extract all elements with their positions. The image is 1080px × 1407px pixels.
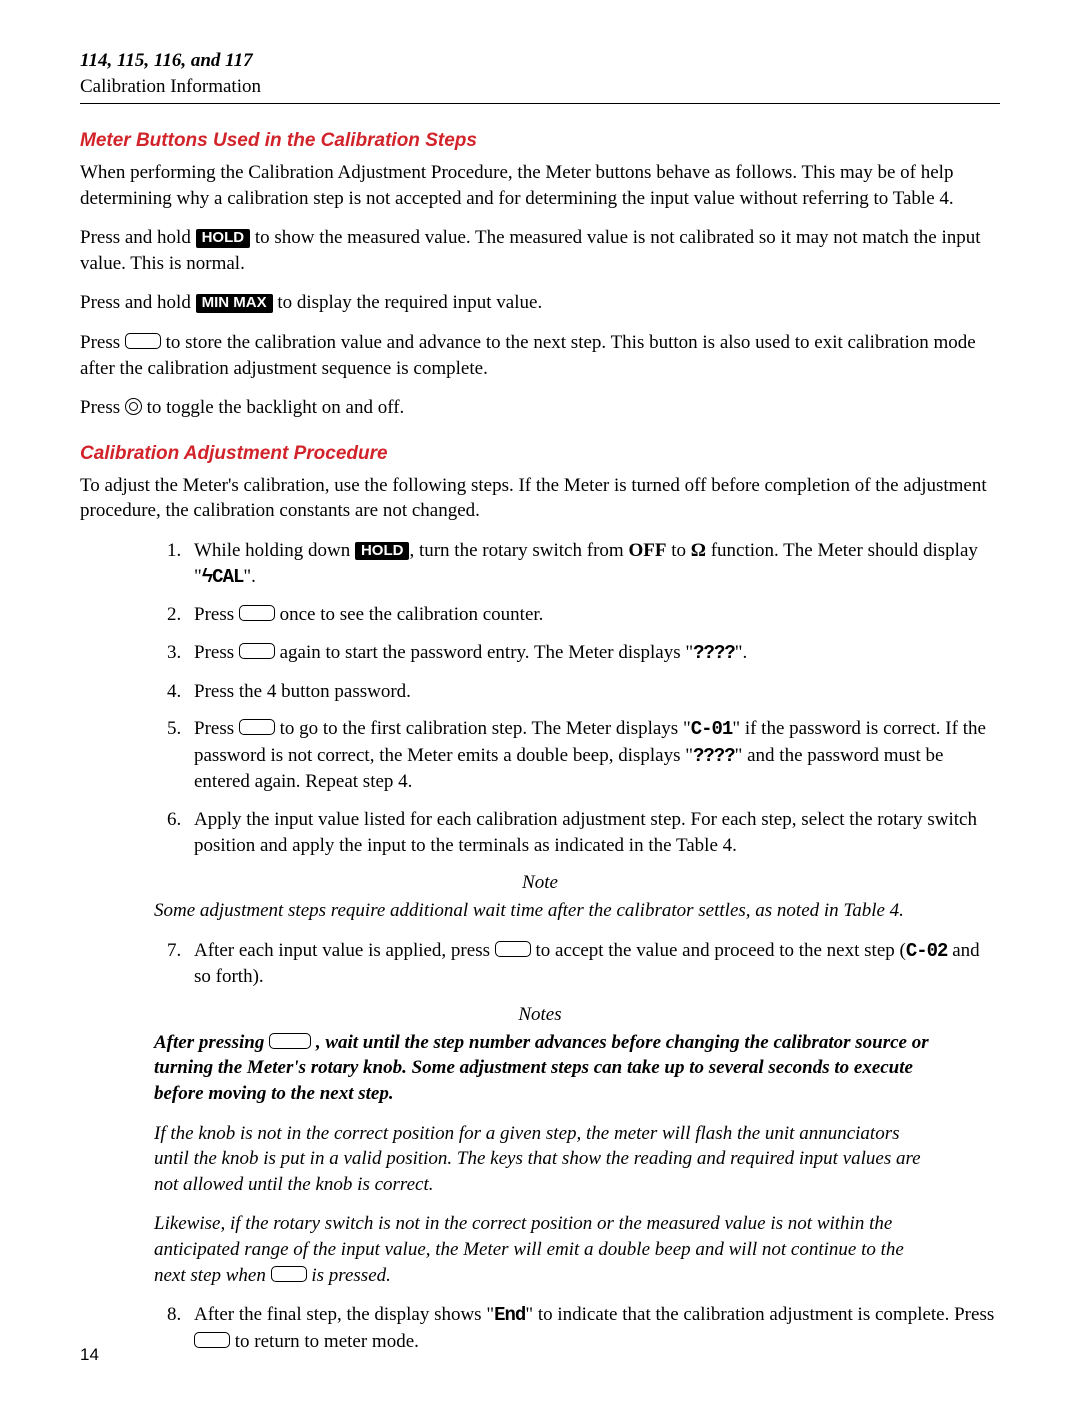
page: 114, 115, 116, and 117 Calibration Infor… [0,0,1080,1407]
step-6: Apply the input value listed for each ca… [186,807,1000,858]
softkey-icon [194,1332,230,1348]
text: Press and hold [80,227,196,248]
text: While holding down [194,540,355,561]
display-cal: ϟCAL [202,566,244,588]
calibration-steps-cont: After each input value is applied, press… [80,938,1000,990]
backlight-icon [125,398,142,415]
section2-heading: Calibration Adjustment Procedure [80,441,1000,467]
calibration-steps: While holding down HOLD, turn the rotary… [80,538,1000,858]
section1-heading: Meter Buttons Used in the Calibration St… [80,128,1000,154]
softkey-icon [125,333,161,349]
page-number: 14 [80,1344,99,1367]
text: again to start the password entry. The M… [280,642,694,663]
text: After each input value is applied, press [194,940,495,961]
step-1: While holding down HOLD, turn the rotary… [186,538,1000,590]
text: ". [243,566,256,587]
text: Press [80,332,125,353]
hold-button-label: HOLD [355,542,410,561]
text: to [666,540,690,561]
text: to store the calibration value and advan… [80,332,976,379]
note-3: If the knob is not in the correct positi… [154,1121,936,1198]
section1-p4: Press to store the calibration value and… [80,330,1000,381]
section1-p2: Press and hold HOLD to show the measured… [80,225,1000,276]
softkey-icon [269,1033,311,1049]
header-models: 114, 115, 116, and 117 [80,48,1000,74]
text: to go to the first calibration step. The… [280,718,691,739]
hold-button-label: HOLD [196,229,251,248]
text: Press [80,397,125,418]
display-end: End [494,1304,525,1326]
step-8: After the final step, the display shows … [186,1302,1000,1354]
softkey-icon [239,719,275,735]
note-1: Some adjustment steps require additional… [154,898,936,924]
text: " to indicate that the calibration adjus… [525,1304,994,1325]
section1-p1: When performing the Calibration Adjustme… [80,160,1000,211]
text: to display the required input value. [277,292,542,313]
text: is pressed. [311,1265,391,1286]
ohm-label: Ω [691,540,706,561]
step-4: Press the 4 button password. [186,679,1000,705]
softkey-icon [495,941,531,957]
note-4: Likewise, if the rotary switch is not in… [154,1211,936,1288]
section1-p5: Press to toggle the backlight on and off… [80,395,1000,421]
step-2: Press once to see the calibration counte… [186,602,1000,628]
display-c01: C-01 [691,718,733,740]
note-2: After pressing , wait until the step num… [154,1030,936,1107]
text: , turn the rotary switch from [409,540,628,561]
text: Likewise, if the rotary switch is not in… [154,1213,904,1285]
softkey-icon [271,1266,307,1282]
off-label: OFF [628,540,666,561]
softkey-icon [239,643,275,659]
step-7: After each input value is applied, press… [186,938,1000,990]
text: once to see the calibration counter. [280,604,544,625]
calibration-steps-cont2: After the final step, the display shows … [80,1302,1000,1354]
text: to return to meter mode. [235,1331,419,1352]
step-3: Press again to start the password entry.… [186,640,1000,667]
note-heading: Note [80,870,1000,896]
text: Press and hold [80,292,196,313]
step-5: Press to go to the first calibration ste… [186,716,1000,795]
text: ". [735,642,748,663]
softkey-icon [239,605,275,621]
section1-p3: Press and hold MIN MAX to display the re… [80,290,1000,316]
text: to accept the value and proceed to the n… [535,940,905,961]
text: Press [194,718,239,739]
notes-heading: Notes [80,1002,1000,1028]
text: After pressing [154,1032,269,1053]
text: After the final step, the display shows … [194,1304,494,1325]
text: Press [194,604,239,625]
header-subtitle: Calibration Information [80,74,1000,100]
text: Press [194,642,239,663]
section2-intro: To adjust the Meter's calibration, use t… [80,473,1000,524]
minmax-button-label: MIN MAX [196,294,273,313]
display-qqqq: ???? [693,642,735,664]
text: to toggle the backlight on and off. [147,397,405,418]
display-qqqq: ???? [693,745,735,767]
display-c02: C-02 [906,940,948,962]
header-rule [80,103,1000,104]
